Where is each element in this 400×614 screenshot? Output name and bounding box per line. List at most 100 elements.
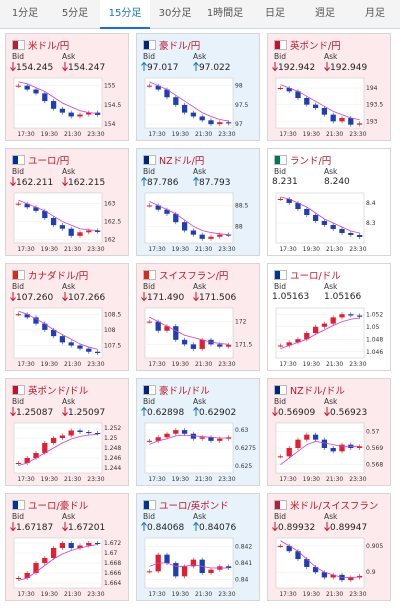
timeframe-tab[interactable]: 1分足 [11, 8, 39, 19]
bid-text: 97.017 [147, 63, 179, 73]
trend-arrow [141, 521, 147, 531]
candle-body [304, 209, 310, 215]
moving-average [18, 434, 98, 466]
bid-text: 162.211 [16, 178, 54, 188]
pair-name: カナダドル/円 [28, 271, 89, 282]
arrow-shape [193, 292, 199, 302]
candle-body [68, 228, 74, 236]
ask-label: Ask [62, 52, 76, 61]
arrow-shape [62, 407, 68, 417]
candle-body [321, 323, 328, 327]
flag [274, 500, 287, 510]
timeframe-tab[interactable]: 30分足 [158, 8, 192, 19]
candle-body [68, 342, 74, 346]
x-tick-label: 17:30 [17, 591, 34, 598]
trend-arrow [324, 407, 330, 417]
timeframe-tab[interactable]: 月足 [365, 8, 385, 19]
rate-card[interactable]: スイスフラン/円 Bid Ask 171.490 171.506 172 171.5 17:3… [136, 263, 260, 371]
x-tick-label: 19:30 [303, 131, 320, 138]
candle-body [304, 98, 310, 105]
rate-card[interactable]: ランド/円 Bid Ask 8.231 8.240 8.4 8.3 17:30 19:30 21:… [267, 148, 391, 256]
candle-body [15, 85, 22, 87]
pair-name: ユーロ/英ポンド [159, 501, 229, 512]
candle-body [304, 559, 310, 567]
rate-card[interactable]: 米ドル/円 Bid Ask 154.245 154.247 155 154.5 154 17:3… [5, 33, 129, 141]
y-tick-label: 155 [104, 83, 116, 90]
candle-body [24, 573, 30, 578]
rate-card[interactable]: 豪ドル/円 Bid Ask 97.017 97.022 98 97.5 97 17:30 19:3… [136, 33, 260, 141]
timeframe-tab[interactable]: 5分足 [61, 8, 89, 19]
candle-body [339, 229, 345, 233]
rate-card[interactable]: ユーロ/英ポンド Bid Ask 0.84068 0.84076 0.842 0.841 0.… [136, 493, 260, 601]
timeframe-tabs: 1分足 5分足 15分足 30分足 1時間足 日足 週足 月足 [0, 0, 400, 29]
trend-arrow [193, 176, 199, 186]
ask-text: 0.56923 [330, 408, 368, 418]
candle-body [15, 314, 22, 316]
bid-value: 1.05163 [272, 292, 309, 302]
timeframe-tab[interactable]: 日足 [265, 8, 285, 19]
ask-text: 0.89947 [330, 523, 368, 533]
ask-text: 192.949 [330, 63, 368, 73]
y-tick-label: 97.5 [235, 102, 249, 109]
rate-card[interactable]: NZドル/ドル Bid Ask 0.56909 0.56923 0.57 0.569 0.56… [267, 378, 391, 486]
x-tick-label: 19:30 [172, 361, 189, 368]
y-tick-label: 1.248 [104, 445, 121, 452]
candle-body [164, 89, 170, 98]
x-tick-label: 17:30 [279, 591, 296, 598]
bid-value: 0.89932 [272, 522, 315, 533]
mini-chart: 194 193.5 193 17:30 19:30 21:30 23:30 [275, 77, 383, 138]
candle-body [33, 207, 39, 211]
flag [12, 385, 25, 395]
y-tick-label: 163 [104, 201, 116, 208]
rate-card[interactable]: 英ポンド/ドル Bid Ask 1.25087 1.25097 1.252 1.25 1.24… [5, 378, 129, 486]
flag [12, 40, 25, 50]
rate-card[interactable]: ユーロ/ドル Bid Ask 1.05163 1.05166 1.052 1.05 1.048… [267, 263, 391, 371]
mini-chart: 163 162.5 162 17:30 19:30 21:30 23:30 [13, 192, 121, 253]
candle-body [312, 326, 319, 333]
mini-chart: 1.052 1.05 1.048 1.046 17:30 19:30 21:30 23:30 [275, 307, 383, 368]
bid-label: Bid [274, 512, 286, 521]
candle-body [312, 104, 319, 108]
ask-label: Ask [193, 512, 207, 521]
candle-body [42, 93, 48, 102]
pair-name: 英ポンド/ドル [28, 386, 89, 397]
ask-label: Ask [193, 167, 207, 176]
rate-card[interactable]: ユーロ/円 Bid Ask 162.211 162.215 163 162.5 162 17:3… [5, 148, 129, 256]
rate-card[interactable]: 米ドル/スイスフラン Bid Ask 0.89932 0.89947 0.905 0.9 17… [267, 493, 391, 601]
bid-value: 0.84068 [141, 521, 184, 533]
candle-body [304, 333, 310, 340]
timeframe-tab[interactable]: 1時間足 [206, 8, 244, 19]
arrow-shape [324, 407, 330, 417]
candle-body [356, 575, 363, 578]
rate-card[interactable]: NZドル/円 Bid Ask 87.786 87.793 88.5 88 17:30 19:30… [136, 148, 260, 256]
y-tick-label: 0.63 [235, 427, 249, 434]
timeframe-tab[interactable]: 15分足 [100, 0, 150, 29]
timeframe-tab[interactable]: 週足 [315, 8, 335, 19]
ask-value: 0.62902 [193, 406, 236, 418]
candle-body [312, 215, 319, 221]
rate-card[interactable]: カナダドル/円 Bid Ask 107.260 107.266 108.5 108 107.5… [5, 263, 129, 371]
candle-body [94, 112, 101, 115]
candle-body [59, 543, 66, 548]
bid-text: 107.260 [16, 293, 54, 303]
moving-average [18, 81, 98, 114]
pair-name: スイスフラン/円 [159, 271, 229, 282]
moving-average [280, 440, 360, 465]
candle-body [277, 545, 284, 547]
candle-body [50, 438, 57, 443]
rate-card[interactable]: ユーロ/豪ドル Bid Ask 1.67187 1.67201 1.672 1.67 1.66… [5, 493, 129, 601]
rate-card[interactable]: 英ポンド/円 Bid Ask 192.942 192.949 194 193.5 193 17:… [267, 33, 391, 141]
ask-value: 1.05166 [324, 292, 361, 302]
x-tick-label: 17:30 [17, 476, 34, 483]
candle-body [190, 230, 197, 235]
ask-value: 1.67201 [62, 522, 105, 533]
candle-body [173, 97, 179, 105]
mini-chart: 1.672 1.67 1.668 1.666 1.664 17:30 19:30 21:30 2… [13, 537, 121, 598]
mini-chart: 155 154.5 154 17:30 19:30 21:30 23:30 [13, 77, 121, 138]
x-tick-label: 21:30 [64, 476, 81, 483]
arrow-shape [272, 407, 278, 417]
rate-card[interactable]: 豪ドル/ドル Bid Ask 0.62898 0.62902 0.63 0.6275 0.62… [136, 378, 260, 486]
x-tick-label: 21:30 [195, 591, 212, 598]
ask-value: 0.84076 [193, 521, 236, 533]
trend-arrow [62, 62, 68, 72]
